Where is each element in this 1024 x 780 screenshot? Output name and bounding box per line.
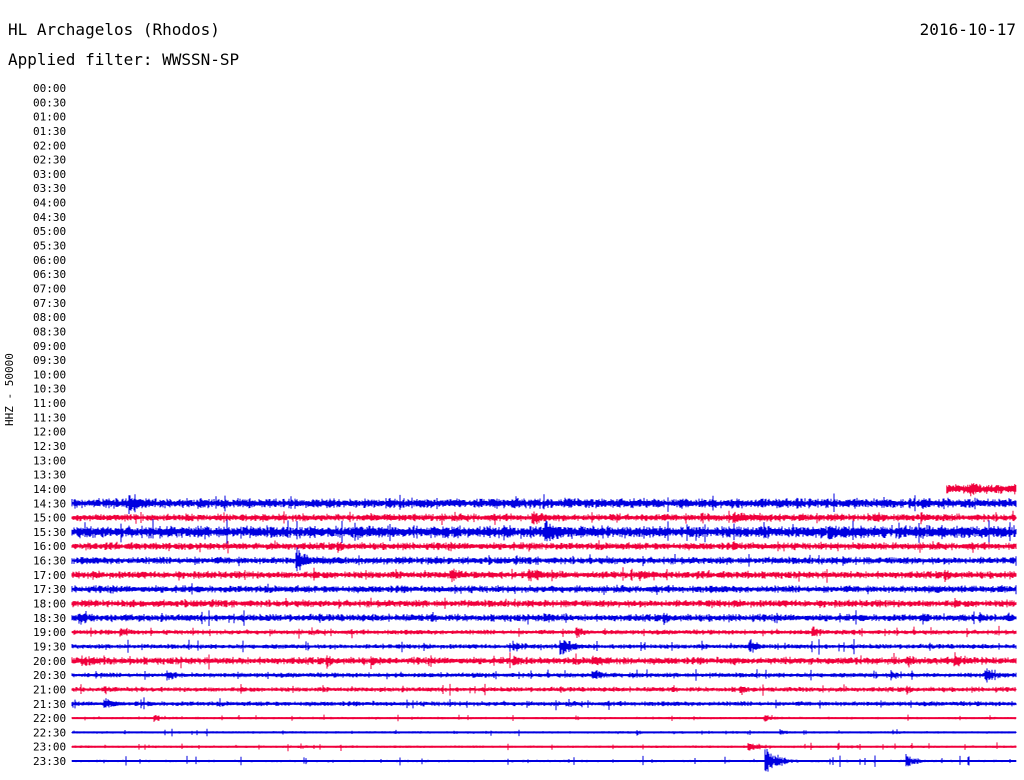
trace-1600 [71,540,1017,554]
time-label-1630: 16:30 [33,555,66,568]
time-label-2200: 22:00 [33,712,66,725]
seismic-traces [71,483,1017,772]
time-label-1730: 17:30 [33,583,66,596]
time-label-0930: 09:30 [33,354,66,367]
time-label-1430: 14:30 [33,497,66,510]
time-label-0100: 01:00 [33,111,66,124]
time-label-0300: 03:00 [33,168,66,181]
trace-2000 [71,652,1017,670]
time-label-2230: 22:30 [33,726,66,739]
trace-1530 [71,519,1017,546]
time-label-0200: 02:00 [33,139,66,152]
time-label-1800: 18:00 [33,598,66,611]
time-label-1900: 19:00 [33,626,66,639]
trace-1430 [71,493,1017,514]
time-label-1100: 11:00 [33,397,66,410]
time-label-1200: 12:00 [33,426,66,439]
time-label-0000: 00:00 [33,82,66,95]
time-label-1130: 11:30 [33,411,66,424]
trace-2300 [71,742,1017,752]
time-label-0700: 07:00 [33,282,66,295]
time-label-0430: 04:30 [33,211,66,224]
time-label-0400: 04:00 [33,197,66,210]
time-label-1500: 15:00 [33,512,66,525]
time-label-0330: 03:30 [33,182,66,195]
time-label-2100: 21:00 [33,683,66,696]
time-label-1030: 10:30 [33,383,66,396]
time-label-0730: 07:30 [33,297,66,310]
time-label-0830: 08:30 [33,325,66,338]
time-label-0130: 01:30 [33,125,66,138]
trace-2330 [71,749,1017,772]
time-label-1230: 12:30 [33,440,66,453]
time-label-1530: 15:30 [33,526,66,539]
trace-1400 [946,483,1017,497]
time-label-1300: 13:00 [33,454,66,467]
time-label-0900: 09:00 [33,340,66,353]
time-label-2000: 20:00 [33,655,66,668]
time-label-0600: 06:00 [33,254,66,267]
time-label-1400: 14:00 [33,483,66,496]
trace-2030 [71,668,1017,683]
time-label-2300: 23:00 [33,741,66,754]
time-label-2030: 20:30 [33,669,66,682]
trace-1900 [71,625,1017,639]
time-label-2130: 21:30 [33,698,66,711]
trace-1830 [71,610,1017,626]
time-label-2330: 23:30 [33,755,66,768]
time-label-0530: 05:30 [33,240,66,253]
trace-1800 [71,597,1017,609]
trace-2130 [71,697,1017,711]
filter-label: Applied filter: WWSSN-SP [8,50,240,69]
trace-1500 [71,510,1017,525]
trace-1700 [71,567,1017,583]
time-label-1700: 17:00 [33,569,66,582]
time-label-0030: 00:30 [33,96,66,109]
time-label-0500: 05:00 [33,225,66,238]
time-label-0800: 08:00 [33,311,66,324]
date-label: 2016-10-17 [919,20,1016,39]
trace-1930 [71,639,1017,655]
trace-2230 [71,728,1017,737]
time-label-1000: 10:00 [33,368,66,381]
time-label-1930: 19:30 [33,640,66,653]
time-label-0630: 06:30 [33,268,66,281]
time-label-1330: 13:30 [33,469,66,482]
trace-2100 [71,683,1017,696]
time-label-1830: 18:30 [33,612,66,625]
time-label-1600: 16:00 [33,540,66,553]
time-label-0230: 02:30 [33,154,66,167]
trace-1630 [71,547,1017,572]
trace-2200 [71,714,1017,722]
trace-1730 [71,583,1017,595]
station-title: HL Archagelos (Rhodos) [8,20,220,39]
